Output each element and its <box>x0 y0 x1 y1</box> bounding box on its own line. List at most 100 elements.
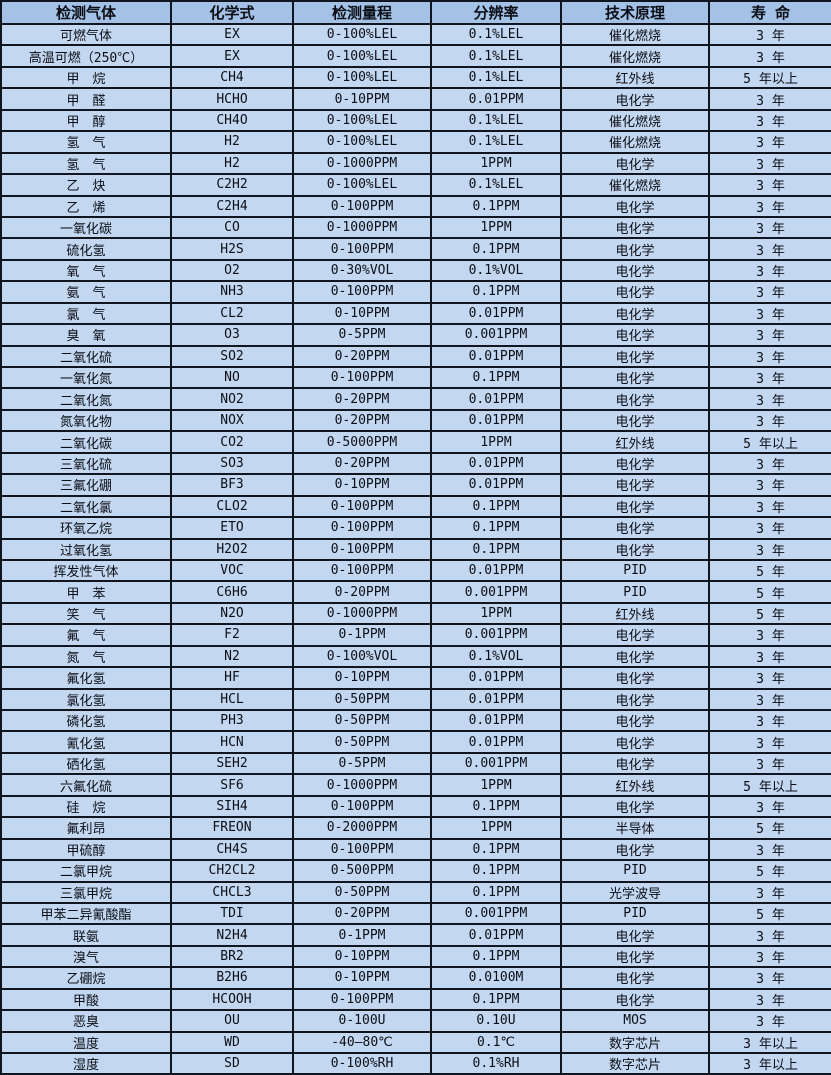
cell-range: 0-100PPM <box>292 987 432 1012</box>
cell-resolution: 0.1%VOL <box>430 258 562 283</box>
cell-principle: 电化学 <box>560 966 710 990</box>
cell-principle: 电化学 <box>560 494 710 519</box>
cell-range: 0-1PPM <box>292 923 432 947</box>
table-row: 甲苯二异氰酸酯 TDI 0-20PPM 0.001PPM PID 5 年 <box>0 901 831 926</box>
cell-principle: 电化学 <box>560 408 710 433</box>
cell-principle: 电化学 <box>560 923 710 947</box>
table-row: 二氧化氯 CLO2 0-100PPM 0.1PPM 电化学 3 年 <box>0 494 831 519</box>
column-header-range: 检测量程 <box>292 0 432 25</box>
table-row: 环氧乙烷 ETO 0-100PPM 0.1PPM 电化学 3 年 <box>0 516 831 540</box>
cell-range: 0-50PPM <box>292 730 432 754</box>
table-row: 氧 气 O2 0-30%VOL 0.1%VOL 电化学 3 年 <box>0 258 831 283</box>
table-row: 笑 气 N2O 0-1000PPM 1PPM 红外线 5 年 <box>0 601 831 626</box>
table-row: 氮氧化物 NOX 0-20PPM 0.01PPM 电化学 3 年 <box>0 408 831 433</box>
cell-gas: 二氯甲烷 <box>0 859 172 883</box>
cell-formula: SIH4 <box>170 794 294 819</box>
cell-range: 0-1000PPM <box>292 601 432 626</box>
cell-resolution: 0.01PPM <box>430 730 562 754</box>
cell-range: 0-100PPM <box>292 537 432 561</box>
cell-resolution: 0.001PPM <box>430 901 562 926</box>
cell-resolution: 0.1PPM <box>430 987 562 1012</box>
cell-formula: N2H4 <box>170 923 294 947</box>
cell-range: 0-20PPM <box>292 387 432 411</box>
cell-gas: 甲苯二异氰酸酯 <box>0 901 172 926</box>
table-row: 一氧化氮 NO 0-100PPM 0.1PPM 电化学 3 年 <box>0 365 831 390</box>
cell-principle: 电化学 <box>560 623 710 647</box>
cell-lifespan: 3 年 <box>708 215 831 240</box>
table-row: 硒化氢 SEH2 0-5PPM 0.001PPM 电化学 3 年 <box>0 751 831 776</box>
cell-formula: O2 <box>170 258 294 283</box>
cell-lifespan: 3 年 <box>708 537 831 561</box>
cell-resolution: 0.01PPM <box>430 387 562 411</box>
cell-range: 0-20PPM <box>292 901 432 926</box>
table-row: 氯化氢 HCL 0-50PPM 0.01PPM 电化学 3 年 <box>0 687 831 712</box>
table-row: 六氟化硫 SF6 0-1000PPM 1PPM 红外线 5 年以上 <box>0 773 831 797</box>
cell-formula: WD <box>170 1030 294 1055</box>
table-row: 联氨 N2H4 0-1PPM 0.01PPM 电化学 3 年 <box>0 923 831 947</box>
cell-range: 0-1PPM <box>292 623 432 647</box>
cell-resolution: 0.1PPM <box>430 837 562 862</box>
table-row: 湿度 SD 0-100%RH 0.1%RH 数字芯片 3 年以上 <box>0 1051 831 1075</box>
cell-range: 0-100%LEL <box>292 108 432 133</box>
cell-lifespan: 3 年 <box>708 730 831 754</box>
column-header-principle: 技术原理 <box>560 0 710 25</box>
cell-principle: 电化学 <box>560 237 710 261</box>
cell-formula: NO2 <box>170 387 294 411</box>
cell-resolution: 1PPM <box>430 816 562 840</box>
table-row: 甲 醇 CH4O 0-100%LEL 0.1%LEL 催化燃烧 3 年 <box>0 108 831 133</box>
cell-gas: 环氧乙烷 <box>0 516 172 540</box>
cell-lifespan: 3 年 <box>708 408 831 433</box>
cell-lifespan: 3 年 <box>708 473 831 497</box>
cell-principle: 红外线 <box>560 430 710 454</box>
cell-gas: 过氧化氢 <box>0 537 172 561</box>
cell-formula: B2H6 <box>170 966 294 990</box>
cell-principle: 数字芯片 <box>560 1030 710 1055</box>
cell-range: 0-10PPM <box>292 944 432 969</box>
header-row: 检测气体 化学式 检测量程 分辨率 技术原理 寿 命 <box>0 0 831 25</box>
cell-formula: HCHO <box>170 87 294 111</box>
cell-gas: 氮氧化物 <box>0 408 172 433</box>
table-row: 磷化氢 PH3 0-50PPM 0.01PPM 电化学 3 年 <box>0 708 831 733</box>
table-row: 乙 炔 C2H2 0-100%LEL 0.1%LEL 催化燃烧 3 年 <box>0 173 831 197</box>
table-row: 氟 气 F2 0-1PPM 0.001PPM 电化学 3 年 <box>0 623 831 647</box>
cell-formula: ETO <box>170 516 294 540</box>
cell-gas: 甲 醛 <box>0 87 172 111</box>
cell-range: 0-100PPM <box>292 837 432 862</box>
cell-lifespan: 3 年 <box>708 151 831 176</box>
cell-range: 0-20PPM <box>292 580 432 604</box>
table-row: 可燃气体 EX 0-100%LEL 0.1%LEL 催化燃烧 3 年 <box>0 22 831 47</box>
cell-resolution: 0.01PPM <box>430 923 562 947</box>
cell-resolution: 1PPM <box>430 601 562 626</box>
cell-gas: 二氧化碳 <box>0 430 172 454</box>
cell-lifespan: 3 年 <box>708 944 831 969</box>
cell-lifespan: 3 年 <box>708 344 831 369</box>
cell-lifespan: 3 年 <box>708 794 831 819</box>
cell-lifespan: 3 年 <box>708 1009 831 1033</box>
cell-lifespan: 3 年 <box>708 644 831 669</box>
cell-range: 0-1000PPM <box>292 151 432 176</box>
cell-formula: C2H4 <box>170 194 294 218</box>
cell-gas: 恶臭 <box>0 1009 172 1033</box>
cell-range: 0-100PPM <box>292 280 432 304</box>
table-row: 氰化氢 HCN 0-50PPM 0.01PPM 电化学 3 年 <box>0 730 831 754</box>
cell-principle: MOS <box>560 1009 710 1033</box>
cell-formula: CH4 <box>170 65 294 90</box>
cell-range: 0-100PPM <box>292 516 432 540</box>
cell-range: 0-30%VOL <box>292 258 432 283</box>
cell-gas: 氯 气 <box>0 301 172 326</box>
table-row: 二氯甲烷 CH2CL2 0-500PPM 0.1PPM PID 5 年 <box>0 859 831 883</box>
cell-principle: 电化学 <box>560 215 710 240</box>
cell-lifespan: 3 年 <box>708 323 831 347</box>
table-body: 可燃气体 EX 0-100%LEL 0.1%LEL 催化燃烧 3 年高温可燃（250℃） E… <box>0 22 831 1075</box>
cell-principle: 红外线 <box>560 601 710 626</box>
cell-gas: 可燃气体 <box>0 22 172 47</box>
cell-resolution: 0.001PPM <box>430 323 562 347</box>
cell-principle: 电化学 <box>560 537 710 561</box>
cell-gas: 笑 气 <box>0 601 172 626</box>
cell-lifespan: 3 年 <box>708 44 831 68</box>
cell-lifespan: 5 年 <box>708 901 831 926</box>
cell-range: 0-100%LEL <box>292 173 432 197</box>
table-row: 高温可燃（250℃） EX 0-100%LEL 0.1%LEL 催化燃烧 3 年 <box>0 44 831 68</box>
cell-formula: CHCL3 <box>170 880 294 904</box>
cell-lifespan: 3 年 <box>708 130 831 154</box>
